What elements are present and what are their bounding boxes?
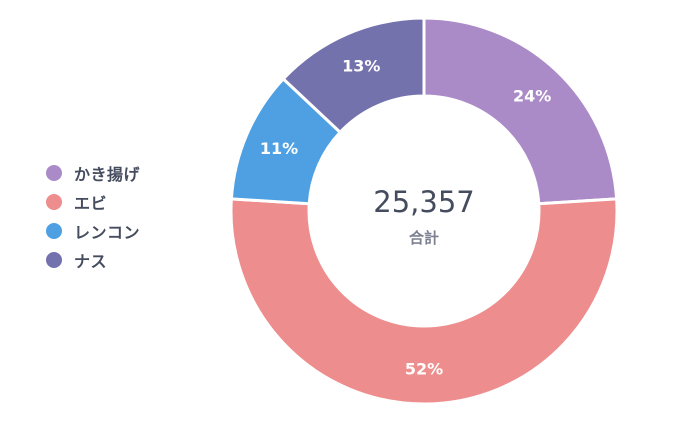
legend-item[interactable]: レンコン	[46, 216, 140, 245]
legend-swatch-icon	[46, 251, 62, 268]
chart-legend: かき揚げエビレンコンナス	[46, 158, 140, 274]
slice-category-1[interactable]	[422, 16, 619, 206]
slice-percent-label: 13%	[342, 56, 380, 75]
legend-label: かき揚げ	[74, 164, 141, 184]
slice-percent-label: 24%	[513, 86, 551, 105]
legend-item[interactable]: かき揚げ	[46, 158, 140, 187]
legend-swatch-icon	[46, 193, 62, 210]
slice-category-4[interactable]	[281, 16, 426, 134]
legend-label: エビ	[74, 193, 108, 213]
legend-item[interactable]: エビ	[46, 187, 140, 216]
slice-group	[229, 16, 619, 406]
legend-swatch-icon	[46, 222, 62, 239]
legend-item[interactable]: ナス	[46, 245, 140, 274]
slice-label-group: 24% 52% 11% 13%	[260, 56, 551, 378]
center-total-value: 25,357	[373, 185, 474, 219]
legend-swatch-icon	[46, 164, 62, 181]
legend-label: ナス	[74, 251, 108, 271]
center-total-label: 合計	[408, 229, 439, 247]
slice-percent-label: 52%	[405, 360, 443, 379]
legend-label: レンコン	[74, 222, 141, 242]
slice-percent-label: 11%	[260, 139, 298, 158]
slice-category-2[interactable]	[229, 197, 619, 406]
